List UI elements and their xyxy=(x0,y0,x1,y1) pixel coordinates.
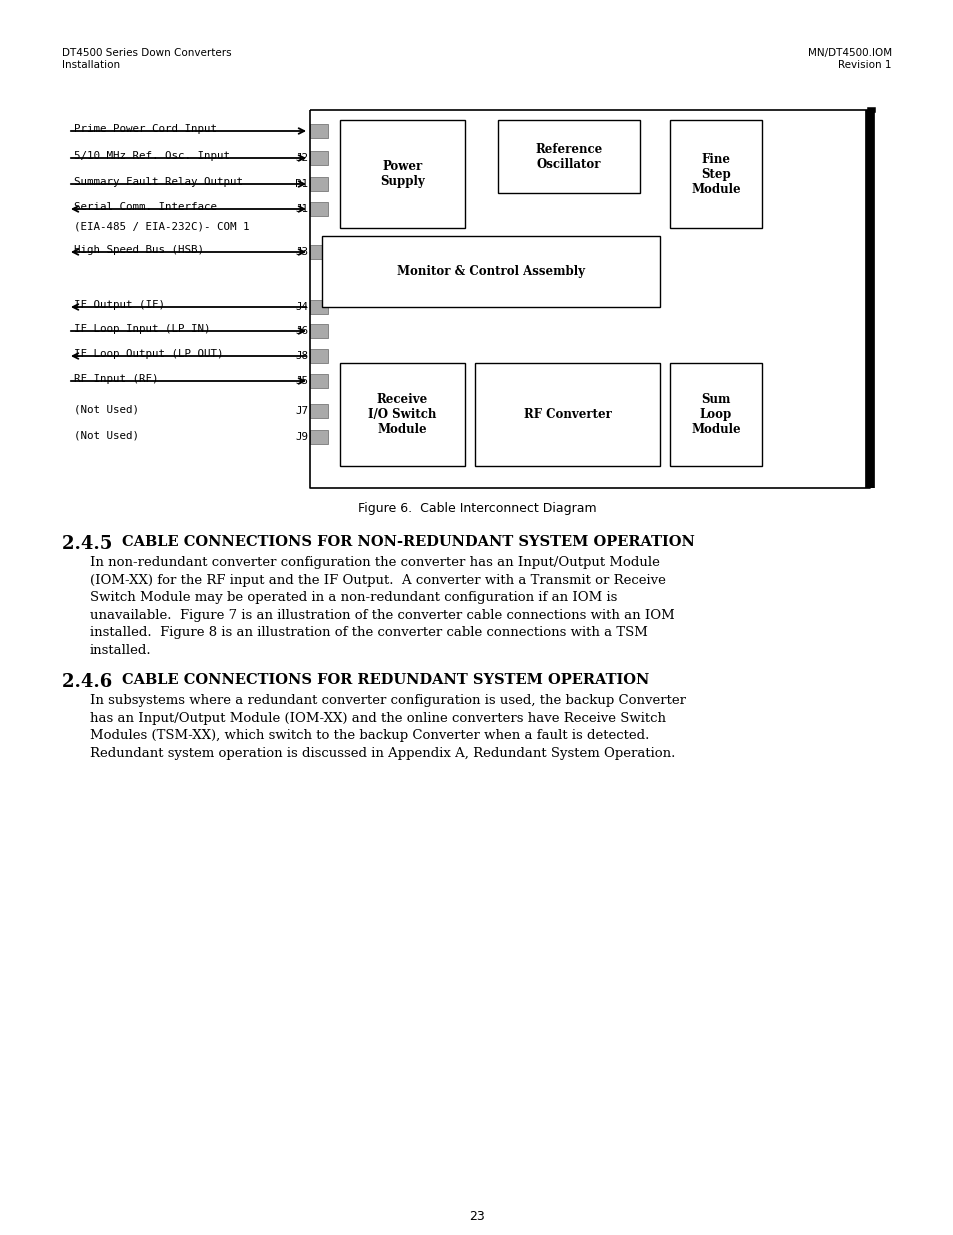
Text: J5: J5 xyxy=(294,375,308,387)
Bar xyxy=(669,363,761,466)
Text: Fine
Step
Module: Fine Step Module xyxy=(691,152,740,195)
Bar xyxy=(310,245,328,259)
Bar xyxy=(310,300,328,314)
Bar xyxy=(339,363,464,466)
Text: J9: J9 xyxy=(294,432,308,442)
Text: CABLE CONNECTIONS FOR NON-REDUNDANT SYSTEM OPERATION: CABLE CONNECTIONS FOR NON-REDUNDANT SYST… xyxy=(121,535,694,550)
Text: RF Input (RF): RF Input (RF) xyxy=(74,374,158,384)
Bar xyxy=(310,404,328,417)
Text: J1: J1 xyxy=(294,204,308,214)
Text: Sum
Loop
Module: Sum Loop Module xyxy=(691,393,740,436)
Text: Summary Fault Relay Output: Summary Fault Relay Output xyxy=(74,177,243,186)
Text: 2.4.5: 2.4.5 xyxy=(62,535,118,553)
Bar xyxy=(669,120,761,228)
Text: (Not Used): (Not Used) xyxy=(74,404,139,414)
Bar xyxy=(310,177,328,191)
Bar xyxy=(497,120,639,193)
Text: J7: J7 xyxy=(294,406,308,416)
Text: Revision 1: Revision 1 xyxy=(838,61,891,70)
Text: Reference
Oscillator: Reference Oscillator xyxy=(535,142,602,170)
Text: DT4500 Series Down Converters: DT4500 Series Down Converters xyxy=(62,48,232,58)
Text: Serial Comm. Interface: Serial Comm. Interface xyxy=(74,203,216,212)
Text: MN/DT4500.IOM: MN/DT4500.IOM xyxy=(807,48,891,58)
Text: J4: J4 xyxy=(294,303,308,312)
Text: IF Output (IF): IF Output (IF) xyxy=(74,300,165,310)
Text: Receive
I/O Switch
Module: Receive I/O Switch Module xyxy=(368,393,436,436)
Bar xyxy=(310,374,328,388)
Text: Figure 6.  Cable Interconnect Diagram: Figure 6. Cable Interconnect Diagram xyxy=(357,501,596,515)
Text: Prime Power Cord Input: Prime Power Cord Input xyxy=(74,124,216,135)
Text: 23: 23 xyxy=(469,1210,484,1223)
Text: High Speed Bus (HSB): High Speed Bus (HSB) xyxy=(74,245,204,254)
Text: IF Loop Input (LP IN): IF Loop Input (LP IN) xyxy=(74,324,211,333)
Bar xyxy=(310,151,328,165)
Text: J6: J6 xyxy=(294,326,308,336)
Text: Monitor & Control Assembly: Monitor & Control Assembly xyxy=(396,266,584,278)
Text: CABLE CONNECTIONS FOR REDUNDANT SYSTEM OPERATION: CABLE CONNECTIONS FOR REDUNDANT SYSTEM O… xyxy=(121,673,648,687)
Text: RF Converter: RF Converter xyxy=(523,408,611,421)
Bar xyxy=(322,236,659,308)
Text: Power
Supply: Power Supply xyxy=(379,161,424,188)
Text: (Not Used): (Not Used) xyxy=(74,430,139,440)
Text: IF Loop Output (LP OUT): IF Loop Output (LP OUT) xyxy=(74,350,223,359)
Text: J3: J3 xyxy=(294,247,308,257)
Bar xyxy=(310,430,328,445)
Text: J2: J2 xyxy=(294,153,308,163)
Bar xyxy=(475,363,659,466)
Text: J8: J8 xyxy=(294,351,308,361)
Text: 5/10 MHz Ref. Osc. Input: 5/10 MHz Ref. Osc. Input xyxy=(74,151,230,161)
Text: P1: P1 xyxy=(294,179,308,189)
Text: Installation: Installation xyxy=(62,61,120,70)
Bar xyxy=(310,350,328,363)
Bar xyxy=(310,124,328,138)
Bar xyxy=(310,324,328,338)
Bar xyxy=(339,120,464,228)
Text: 2.4.6: 2.4.6 xyxy=(62,673,118,692)
Bar xyxy=(310,203,328,216)
Text: In non-redundant converter configuration the converter has an Input/Output Modul: In non-redundant converter configuration… xyxy=(90,556,674,657)
Text: In subsystems where a redundant converter configuration is used, the backup Conv: In subsystems where a redundant converte… xyxy=(90,694,685,760)
Text: (EIA-485 / EIA-232C)- COM 1: (EIA-485 / EIA-232C)- COM 1 xyxy=(74,221,250,231)
